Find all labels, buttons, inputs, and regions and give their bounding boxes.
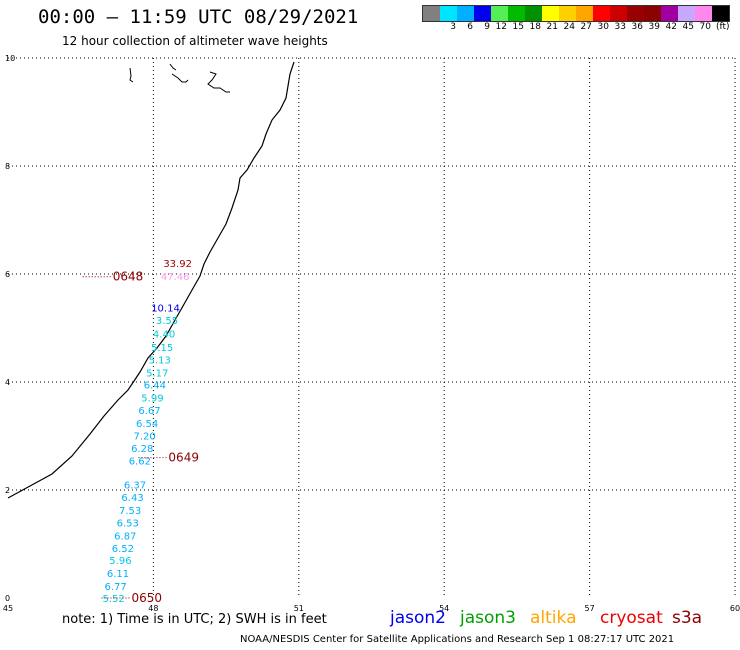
colorbar-label: 30 [597, 22, 609, 32]
colorbar-label: 36 [631, 22, 643, 32]
colorbar-swatch [559, 6, 576, 21]
wave-height-value: 3.55 [156, 316, 178, 327]
legend-jason2: jason2 [390, 608, 446, 628]
colorbar-swatch [525, 6, 542, 21]
colorbar-swatch [610, 6, 627, 21]
colorbar-label: 15 [512, 22, 524, 32]
x-tick-label: 45 [3, 604, 13, 613]
y-tick-label: 4 [5, 378, 10, 387]
colorbar-label: 42 [665, 22, 677, 32]
wave-height-value: 6.62 [129, 456, 151, 467]
wave-height-value: 5.13 [149, 355, 171, 366]
x-tick-label: 51 [294, 604, 304, 613]
colorbar-swatch [508, 6, 525, 21]
time-labels: 0648 0649 0650 [82, 270, 199, 605]
colorbar-swatch [576, 6, 593, 21]
wave-height-value: 6.53 [117, 518, 139, 529]
colorbar-label: 18 [529, 22, 541, 32]
wave-height-value: 5.17 [146, 368, 168, 379]
colorbar-swatch [627, 6, 644, 21]
axis-tick-labels: 45 48 51 54 57 60 0 2 4 6 8 10 [3, 54, 740, 613]
x-tick-label: 57 [585, 604, 595, 613]
colorbar-label: 27 [580, 22, 592, 32]
colorbar-label: 39 [648, 22, 660, 32]
y-tick-label: 0 [5, 594, 10, 603]
credit-line: NOAA/NESDIS Center for Satellite Applica… [240, 634, 675, 645]
y-tick-label: 2 [5, 486, 10, 495]
colorbar-swatch [542, 6, 559, 21]
wave-height-value: 5.96 [109, 556, 131, 567]
wave-height-value: 6.37 [124, 481, 146, 492]
wave-height-value: 5.99 [141, 394, 163, 405]
colorbar-swatch [644, 6, 661, 21]
legend-altika: altika [530, 608, 577, 628]
legend-jason3: jason3 [460, 608, 516, 628]
time-label: 0648 [113, 270, 144, 284]
time-label: 0650 [131, 591, 162, 605]
wave-height-value: 6.87 [114, 531, 136, 542]
colorbar-unit: (ft) [716, 22, 730, 32]
legend-s3a: s3a [672, 608, 703, 628]
colorbar-swatch [440, 6, 457, 21]
coastline [7, 61, 295, 499]
x-tick-label: 48 [148, 604, 158, 613]
colorbar [422, 5, 730, 22]
colorbar-swatch [491, 6, 508, 21]
wave-height-value: 6.52 [112, 544, 134, 555]
wave-height-value: 5.52 [103, 594, 125, 605]
colorbar-swatch [423, 6, 440, 21]
time-label: 0649 [168, 451, 199, 465]
colorbar-label: 9 [484, 22, 490, 32]
wave-height-value: 7.20 [134, 431, 156, 442]
x-tick-label: 60 [730, 604, 740, 613]
colorbar-swatch [474, 6, 491, 21]
wave-height-value: 6.77 [104, 582, 126, 593]
wave-height-value: 6.54 [136, 419, 158, 430]
colorbar-labels: 3 6 9 12 15 18 21 24 27 30 33 36 39 42 45 70 [422, 22, 728, 32]
wave-height-value: 6.44 [144, 381, 166, 392]
wave-height-value: 47.46 [161, 272, 190, 283]
colorbar-swatch [457, 6, 474, 21]
page-subtitle: 12 hour collection of altimeter wave hei… [62, 34, 328, 48]
colorbar-label: 24 [563, 22, 575, 32]
wave-height-value: 6.11 [107, 569, 129, 580]
wave-height-value: 6.43 [121, 493, 143, 504]
islands [129, 63, 230, 93]
colorbar-swatch [712, 6, 729, 21]
altimeter-track: 33.92 47.46 10.14 3.55 4.40 5.155.13 5.17 6.44 5… [103, 259, 192, 605]
wave-height-value: 6.67 [138, 406, 160, 417]
wave-height-value: 7.53 [119, 506, 141, 517]
x-tick-label: 54 [439, 604, 449, 613]
colorbar-swatch [593, 6, 610, 21]
map-grid [8, 57, 736, 598]
colorbar-label: 33 [614, 22, 626, 32]
colorbar-label: 12 [495, 22, 507, 32]
wave-height-value: 4.40 [153, 329, 175, 340]
wave-height-value: 10.14 [151, 303, 180, 314]
y-tick-label: 6 [5, 270, 10, 279]
colorbar-label: 70 [699, 22, 711, 32]
wave-height-value: 33.92 [163, 259, 192, 270]
colorbar-swatch [695, 6, 712, 21]
colorbar-label: 21 [546, 22, 558, 32]
y-tick-label: 10 [5, 54, 15, 63]
legend-cryosat: cryosat [600, 608, 663, 628]
colorbar-label: 6 [467, 22, 473, 32]
page-title: 00:00 – 11:59 UTC 08/29/2021 [38, 6, 359, 28]
y-tick-label: 8 [5, 162, 10, 171]
colorbar-label: 45 [682, 22, 694, 32]
colorbar-swatch [661, 6, 678, 21]
footnote: note: 1) Time is in UTC; 2) SWH is in fe… [62, 612, 327, 627]
colorbar-swatch [678, 6, 695, 21]
colorbar-label: 3 [450, 22, 456, 32]
wave-height-value: 5.15 [151, 343, 173, 354]
wave-height-value: 6.28 [131, 444, 153, 455]
